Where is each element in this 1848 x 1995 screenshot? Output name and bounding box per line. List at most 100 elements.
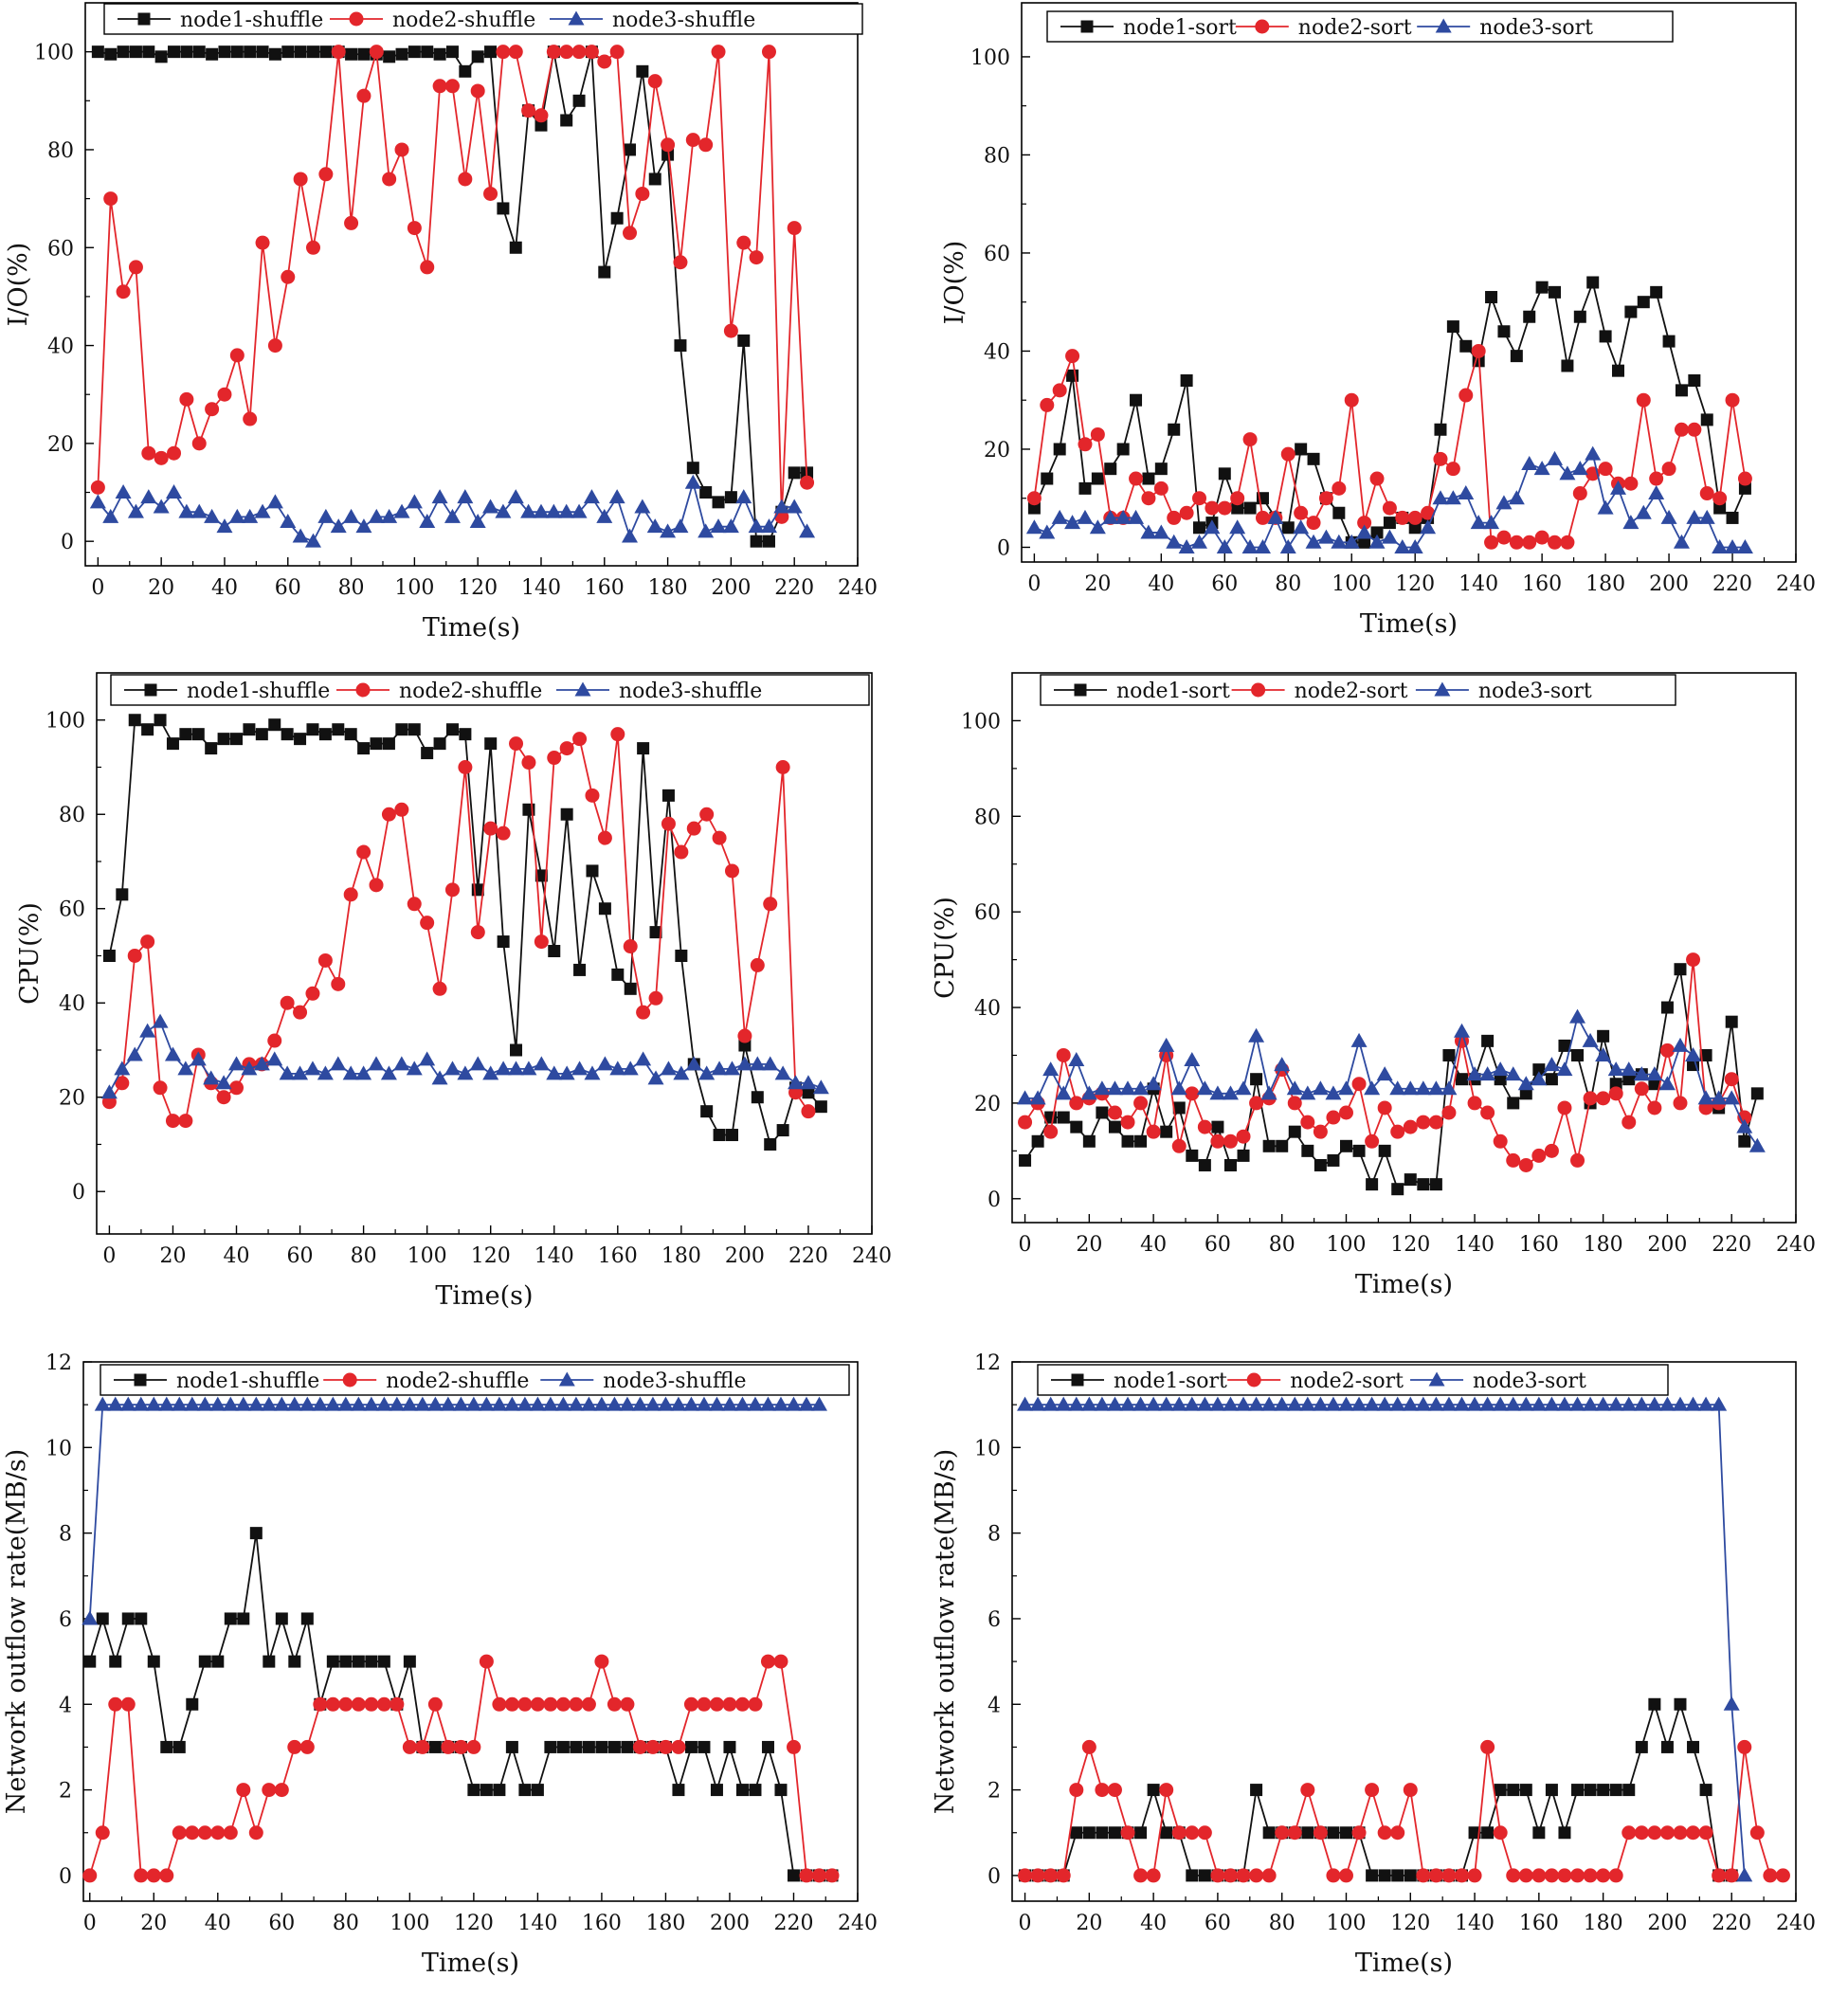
node2-sort-point: [1236, 1129, 1251, 1144]
node3-shuffle-point: [444, 508, 461, 523]
node2-shuffle-point: [229, 348, 245, 363]
node2-sort-point: [1390, 1124, 1405, 1139]
node3-shuffle-point: [152, 1013, 169, 1028]
node3-sort-point: [1607, 1396, 1624, 1411]
node3-shuffle-point: [342, 1065, 359, 1080]
node3-shuffle-point: [254, 503, 271, 518]
node2-sort-point: [1445, 462, 1460, 477]
node1-sort-point: [1281, 521, 1295, 535]
node3-shuffle-point: [452, 1396, 469, 1411]
node3-shuffle-point: [401, 1396, 418, 1411]
node1-sort-point: [1624, 305, 1638, 318]
x-tick-label: 140: [534, 1244, 574, 1268]
node2-shuffle-point: [217, 387, 232, 402]
node1-sort-point: [1545, 1073, 1558, 1086]
node2-sort-point: [1623, 476, 1639, 491]
node1-sort-point: [1456, 1073, 1469, 1086]
x-tick-label: 160: [598, 1244, 638, 1268]
x-tick-label: 160: [1522, 572, 1562, 596]
node3-sort-point: [1094, 1080, 1111, 1096]
node2-shuffle-point: [216, 1090, 231, 1105]
node3-shuffle-point: [698, 1065, 716, 1080]
x-tick-label: 120: [454, 1912, 494, 1935]
node3-shuffle-point: [414, 1396, 431, 1411]
node2-sort-point: [1338, 1105, 1353, 1120]
node2-shuffle-point: [610, 727, 625, 742]
node1-sort-point: [1130, 393, 1143, 407]
node1-sort-point: [1571, 1048, 1585, 1061]
node2-sort-point: [1185, 1825, 1200, 1841]
node1-shuffle-point: [318, 728, 332, 741]
node2-sort-point: [1338, 1868, 1353, 1883]
node1-shuffle-point: [723, 1740, 736, 1753]
node2-shuffle-line: [108, 734, 809, 1122]
x-tick-label: 40: [224, 1244, 250, 1268]
node1-sort-point: [1070, 1120, 1083, 1134]
node2-shuffle-point: [585, 788, 600, 803]
node3-sort-point: [1543, 1396, 1560, 1411]
node1-sort-point: [1193, 521, 1206, 535]
node1-shuffle-point: [560, 114, 573, 127]
node3-shuffle-point: [145, 1396, 162, 1411]
node3-sort-point: [1595, 1396, 1612, 1411]
node3-sort-point: [1042, 1061, 1060, 1077]
node1-shuffle-point: [186, 1697, 199, 1711]
y-tick-label: 100: [45, 710, 85, 734]
node2-sort-point: [1030, 1868, 1045, 1883]
node3-sort-point: [1508, 490, 1525, 505]
node2-sort-point: [1428, 1868, 1443, 1883]
x-tick-label: 200: [1649, 572, 1689, 596]
node2-sort-point: [1712, 1868, 1727, 1883]
node1-shuffle-point: [749, 1784, 762, 1797]
chart-4: 0 20 40 60 80 100 120 140 160 180 200 220 240 0 20 40 60…: [931, 672, 1816, 1299]
node1-sort-point: [1070, 1826, 1083, 1840]
node2-sort-point: [1217, 500, 1232, 516]
node3-sort-point: [1711, 1396, 1728, 1411]
node2-shuffle-point: [420, 916, 435, 931]
node3-shuffle-point: [304, 1061, 321, 1076]
node3-sort-point: [1685, 1396, 1702, 1411]
node2-shuffle-point: [116, 284, 131, 299]
x-tick-label: 100: [394, 576, 434, 600]
node3-shuffle-point: [749, 1056, 766, 1071]
node2-sort-point: [1223, 1868, 1238, 1883]
node3-sort-point: [1711, 1090, 1728, 1105]
node1-shuffle-point: [205, 742, 218, 755]
node2-sort-point: [1634, 1825, 1649, 1841]
node3-sort-point: [1229, 519, 1246, 535]
node1-shuffle-point: [104, 47, 118, 61]
node2-shuffle-point: [115, 1076, 130, 1091]
node1-shuffle-point: [281, 45, 295, 59]
node1-shuffle-point: [244, 45, 257, 59]
node2-shuffle-point: [407, 897, 422, 912]
x-tick-label: 0: [1019, 1912, 1032, 1935]
node2-sort-point: [1548, 535, 1563, 550]
node2-shuffle-point: [547, 751, 562, 766]
node2-sort-point: [1192, 491, 1207, 506]
node1-shuffle-point: [598, 902, 611, 916]
node3-shuffle-point: [203, 1070, 220, 1085]
node3-sort-point: [1305, 534, 1322, 549]
node3-shuffle-point: [646, 518, 663, 534]
node2-sort-point: [1455, 1868, 1470, 1883]
node1-sort-point: [1609, 1784, 1622, 1797]
node3-shuffle-point: [696, 1396, 713, 1411]
node2-sort-point: [1531, 1868, 1547, 1883]
node2-sort-point: [1318, 491, 1333, 506]
node1-sort-point: [1096, 1106, 1109, 1119]
node1-shuffle-point: [382, 737, 395, 751]
node2-sort-point: [1081, 1739, 1096, 1754]
node3-sort-point: [1350, 1396, 1368, 1411]
node3-shuffle-point: [266, 1051, 283, 1066]
node2-sort-point: [1622, 1825, 1637, 1841]
node3-sort-point: [1216, 538, 1233, 553]
node1-shuffle-point: [776, 1124, 789, 1137]
node1-sort-point: [1713, 501, 1727, 515]
node3-shuffle-point: [772, 1396, 789, 1411]
node1-shuffle-point: [445, 723, 459, 736]
node3-sort-point: [1337, 1396, 1354, 1411]
node1-shuffle-point: [713, 1129, 726, 1142]
node2-shuffle-point: [356, 844, 371, 860]
x-tick-label: 180: [1584, 1912, 1623, 1935]
node2-shuffle-point: [140, 934, 155, 950]
